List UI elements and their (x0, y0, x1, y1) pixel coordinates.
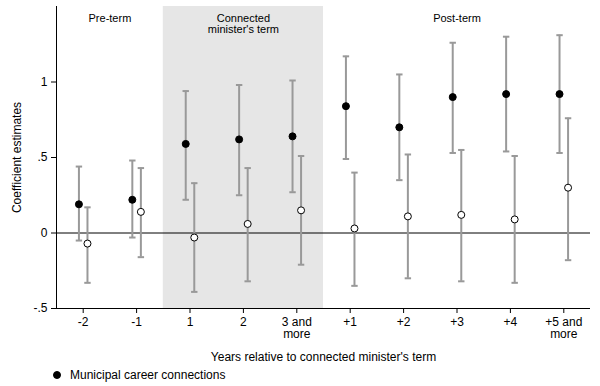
svg-text:-.5: -.5 (33, 301, 47, 315)
svg-text:Connectedminister's term: Connectedminister's term (208, 12, 279, 35)
svg-text:+4: +4 (504, 315, 518, 329)
svg-text:Years relative to connected mi: Years relative to connected minister's t… (211, 350, 436, 364)
svg-text:2: 2 (240, 315, 247, 329)
svg-text:0: 0 (41, 226, 48, 240)
svg-text:1: 1 (187, 315, 194, 329)
svg-text:Coefficient estimates: Coefficient estimates (10, 102, 24, 213)
svg-text:+5 andmore: +5 andmore (545, 315, 582, 341)
svg-text:Pre-term: Pre-term (89, 12, 132, 24)
svg-text:Post-term: Post-term (433, 12, 481, 24)
svg-text:3 andmore: 3 andmore (282, 315, 312, 341)
svg-text:+1: +1 (343, 315, 357, 329)
svg-text:+2: +2 (397, 315, 411, 329)
svg-text:-1: -1 (131, 315, 142, 329)
html-text:Municipal career connections: Municipal career connections (70, 368, 226, 382)
svg-text:+3: +3 (450, 315, 464, 329)
svg-text:1: 1 (41, 75, 48, 89)
svg-text:.5: .5 (37, 150, 47, 164)
svg-text:-2: -2 (78, 315, 89, 329)
